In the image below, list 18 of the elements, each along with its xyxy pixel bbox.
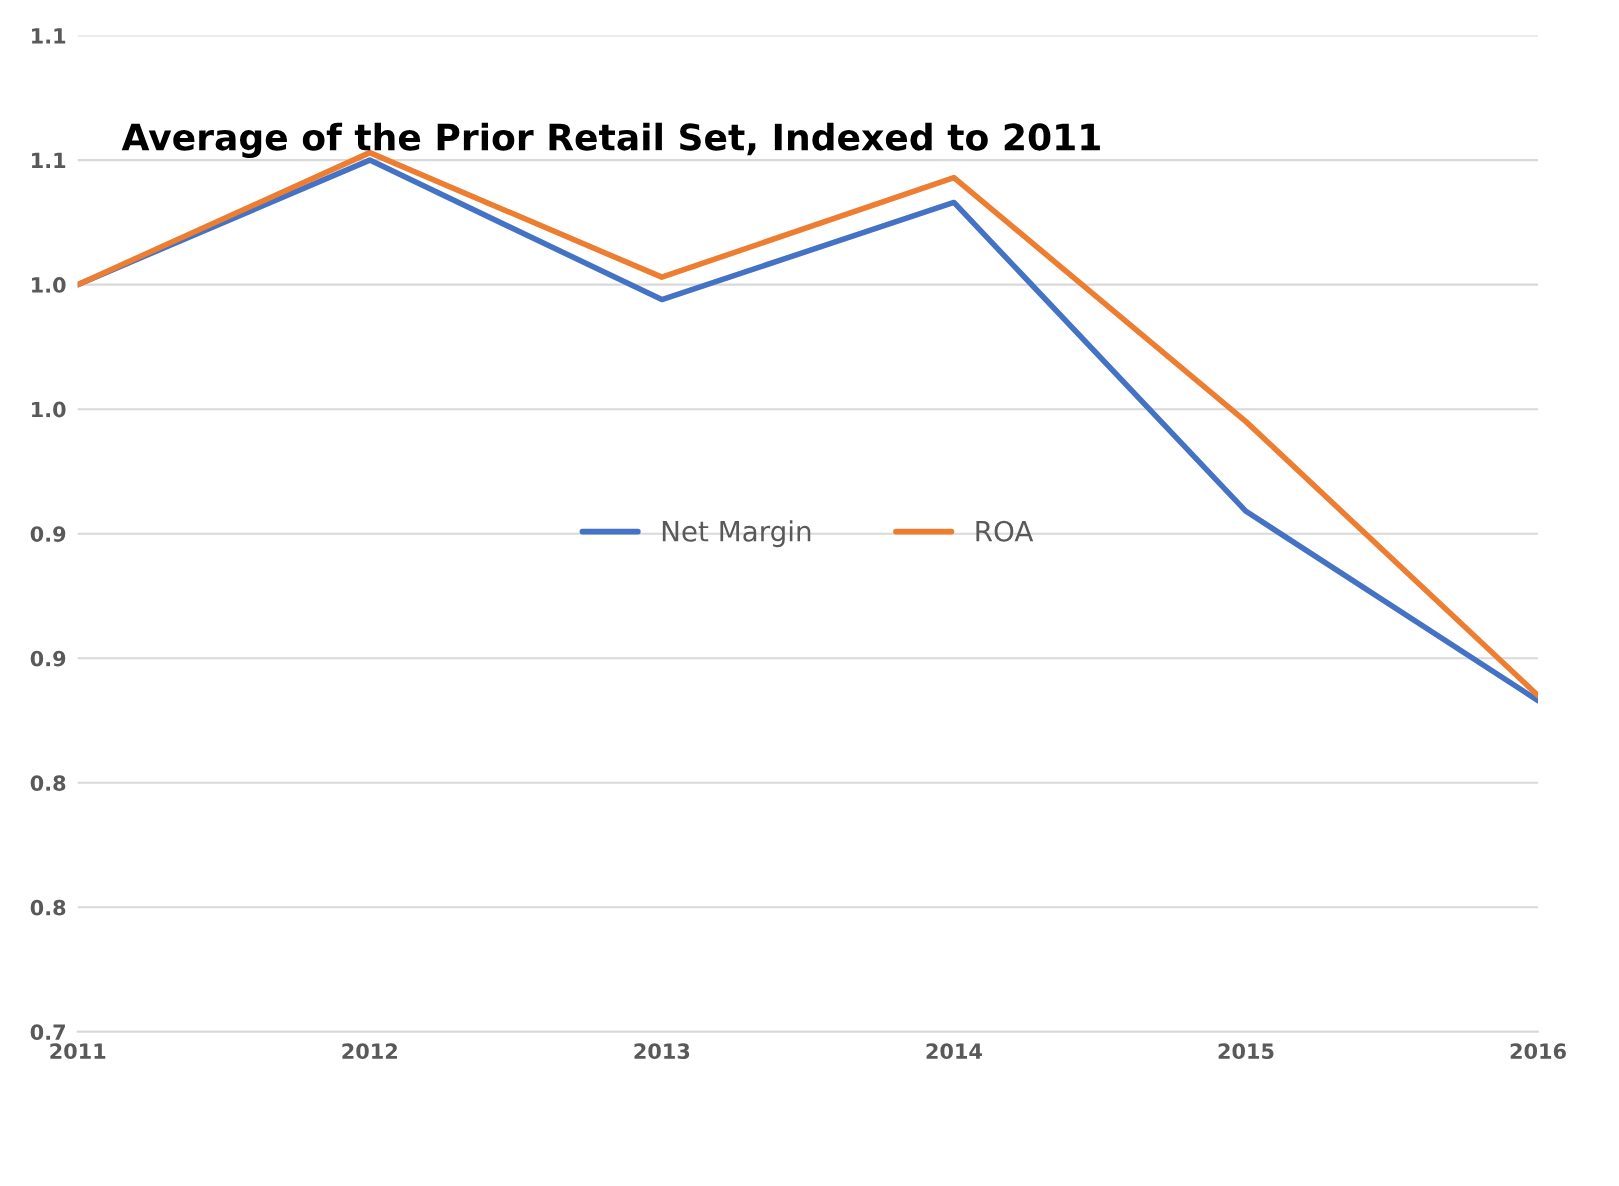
y-tick-label: 1.1 — [32, 28, 66, 44]
x-tick-label: 2011 — [50, 1043, 106, 1060]
y-tick-label: 0.9 — [30, 650, 66, 667]
x-tick-label: 2016 — [1510, 1043, 1566, 1060]
y-tick-label: 0.8 — [30, 899, 66, 916]
y-tick-label: 1.1 — [32, 152, 66, 169]
x-tick-label: 2013 — [634, 1043, 690, 1060]
legend-label: Net Margin — [662, 520, 811, 548]
y-tick-label: 0.8 — [30, 775, 66, 791]
y-tick-label: 1.0 — [32, 277, 66, 293]
y-tick-label: 0.7 — [30, 1024, 65, 1041]
x-tick-label: 2014 — [926, 1043, 982, 1060]
legend-label: ROA — [976, 520, 1034, 542]
x-tick-label: 2015 — [1218, 1043, 1274, 1060]
y-tick-label: 1.0 — [32, 401, 66, 418]
text: Average of the Prior Retail Set, Indexed to 2011 — [121, 122, 1100, 158]
x-tick-label: 2012 — [342, 1043, 397, 1060]
y-tick-label: 0.9 — [30, 526, 66, 542]
